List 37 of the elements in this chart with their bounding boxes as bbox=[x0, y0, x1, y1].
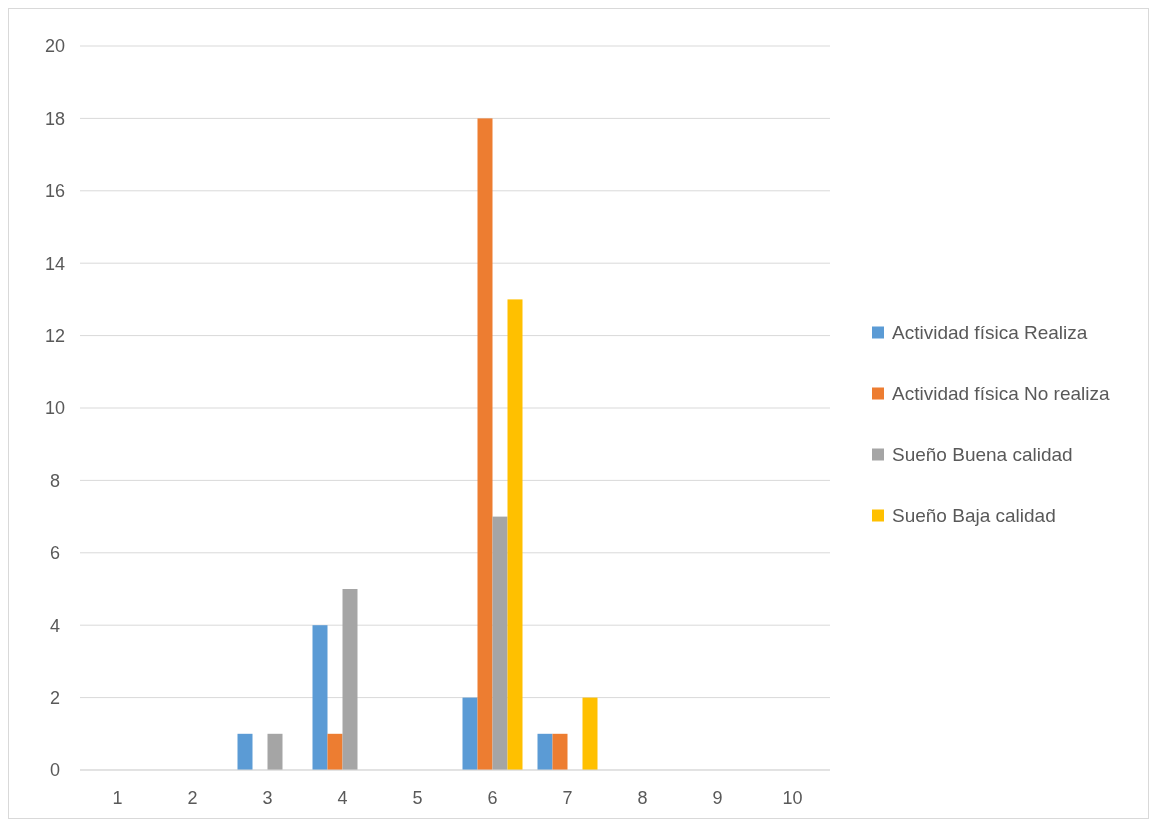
bar bbox=[267, 733, 283, 770]
y-tick-label: 16 bbox=[44, 181, 66, 202]
bar bbox=[552, 733, 568, 770]
legend-label: Sueño Buena calidad bbox=[892, 444, 1073, 466]
y-tick-label: 2 bbox=[49, 687, 61, 708]
x-tick-label: 4 bbox=[337, 788, 348, 808]
x-tick-label: 10 bbox=[782, 788, 803, 808]
x-tick-label: 6 bbox=[487, 788, 498, 808]
bar bbox=[477, 118, 493, 770]
x-tick-label: 2 bbox=[187, 788, 198, 808]
y-tick-label: 20 bbox=[44, 36, 66, 57]
y-tick-label: 8 bbox=[49, 470, 61, 491]
legend-label: Sueño Baja calidad bbox=[892, 505, 1056, 527]
y-tick-label: 10 bbox=[44, 398, 66, 419]
bar bbox=[507, 299, 523, 770]
x-tick-label: 5 bbox=[412, 788, 423, 808]
bar bbox=[327, 733, 343, 770]
y-tick-label: 12 bbox=[44, 325, 66, 346]
y-tick-label: 4 bbox=[49, 615, 61, 636]
bar bbox=[537, 733, 553, 770]
y-tick-label: 6 bbox=[49, 543, 61, 564]
x-tick-label: 3 bbox=[262, 788, 273, 808]
x-tick-label: 1 bbox=[112, 788, 123, 808]
y-tick-label: 14 bbox=[44, 253, 66, 274]
bar bbox=[582, 697, 598, 770]
x-tick-label: 8 bbox=[637, 788, 648, 808]
bar bbox=[237, 733, 253, 770]
bar bbox=[342, 589, 358, 770]
bar bbox=[492, 516, 508, 770]
legend-label: Actividad física No realiza bbox=[892, 383, 1110, 405]
y-tick-label: 0 bbox=[49, 760, 61, 781]
bar bbox=[312, 625, 328, 770]
x-tick-label: 9 bbox=[712, 788, 723, 808]
bar bbox=[462, 697, 478, 770]
legend-label: Actividad física Realiza bbox=[892, 322, 1088, 344]
x-tick-label: 7 bbox=[562, 788, 573, 808]
y-tick-label: 18 bbox=[44, 108, 66, 129]
